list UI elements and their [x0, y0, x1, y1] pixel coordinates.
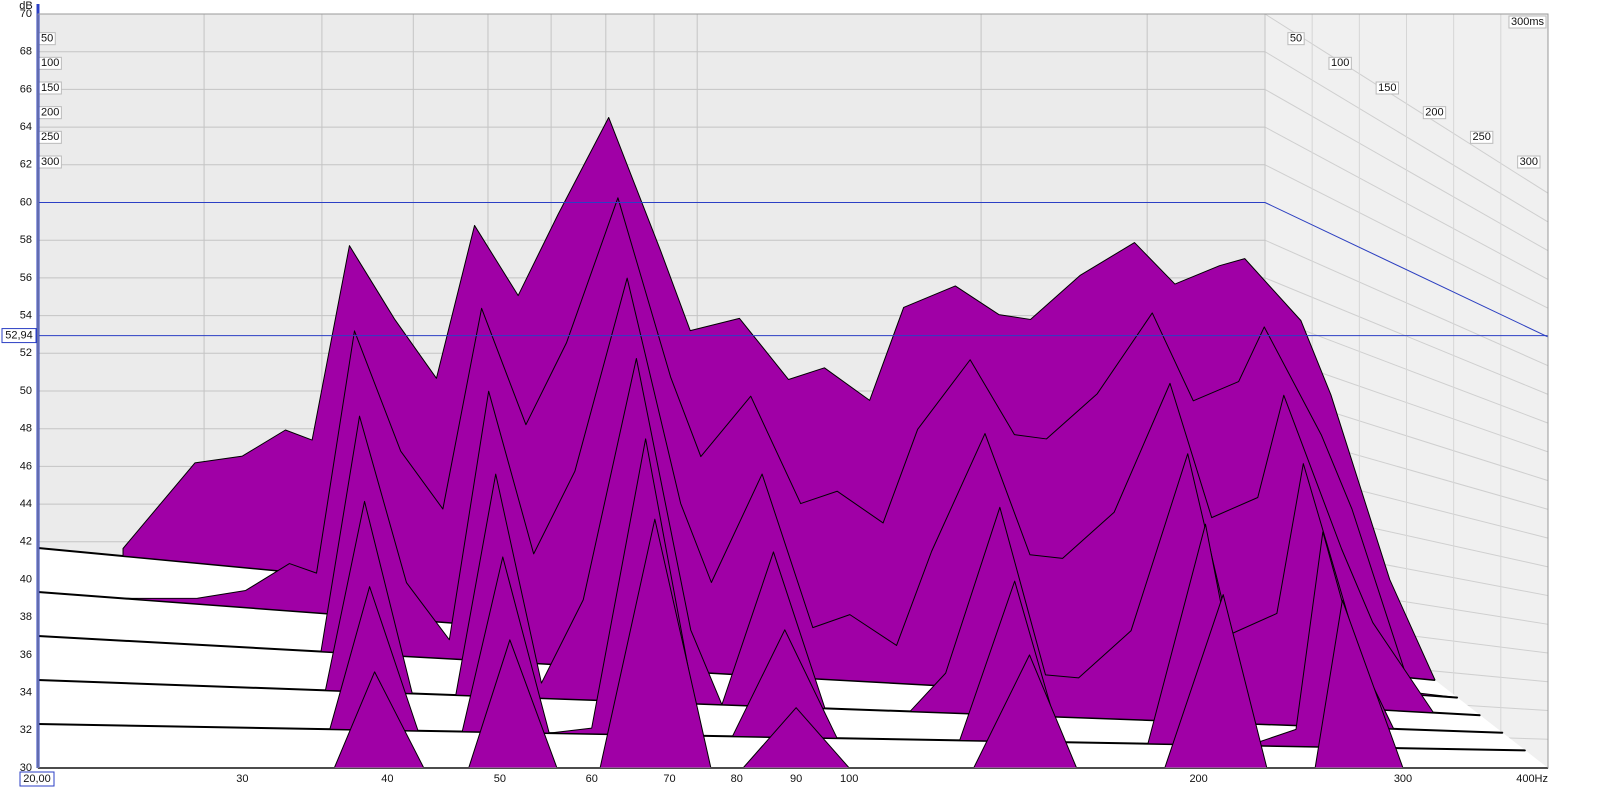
y-tick-label: 32: [20, 724, 32, 736]
time-tick-box: [1508, 15, 1547, 29]
y-tick-label: 50: [20, 385, 32, 397]
x-tick-label: 200: [1189, 773, 1207, 785]
time-tick-label: 200: [41, 107, 59, 119]
y-axis-label: dB: [19, 0, 32, 12]
x-tick-label: 90: [790, 773, 802, 785]
x-tick-label: 40: [381, 773, 393, 785]
y-tick-label: 40: [20, 573, 32, 585]
time-tick-label: 250: [1472, 131, 1490, 143]
time-tick-label: 150: [41, 82, 59, 94]
time-tick-label: 100: [1331, 57, 1349, 69]
time-tick-box: [1287, 32, 1305, 46]
y-tick-label: 58: [20, 234, 32, 246]
time-tick: 100: [38, 56, 62, 70]
slice: [126, 357, 1504, 734]
x-tick-label: 300: [1394, 773, 1412, 785]
y-tick-label: 52: [20, 347, 32, 359]
x-tick-label: 30: [236, 773, 248, 785]
reference-line: [38, 202, 1549, 338]
y-tick-label: 38: [20, 611, 32, 623]
time-tick: 300: [38, 155, 62, 169]
y-tick-label: 70: [20, 8, 32, 20]
y-tick-label: 64: [20, 121, 32, 133]
cursor-label-box: [19, 771, 55, 787]
time-tick-label: 300: [41, 156, 59, 168]
x-tick-label: 70: [663, 773, 675, 785]
plot-frame: [37, 13, 1549, 769]
time-tick-label: 200: [1425, 107, 1443, 119]
y-tick-label: 60: [20, 196, 32, 208]
y-tick-label: 42: [20, 536, 32, 548]
time-tick-label: 50: [1290, 33, 1302, 45]
time-tick: 250: [38, 130, 62, 144]
y-tick-label: 56: [20, 272, 32, 284]
time-tick-box: [1375, 81, 1399, 95]
time-tick: 300: [1517, 155, 1541, 169]
time-tick-box: [1422, 106, 1447, 120]
time-tick-box: [1328, 56, 1352, 70]
x-tick-label: 60: [586, 773, 598, 785]
cursor-y-label: 52,94: [5, 329, 33, 341]
y-tick-label: 62: [20, 159, 32, 171]
time-tick-label: 250: [41, 131, 59, 143]
x-tick-label: 400Hz: [1516, 773, 1548, 785]
y-tick-label: 44: [20, 498, 32, 510]
time-tick: 250: [1469, 130, 1494, 144]
time-tick-label: 300ms: [1511, 16, 1545, 28]
time-tick-label: 100: [41, 57, 59, 69]
y-tick-label: 34: [20, 687, 32, 699]
time-tick-label: 300: [1520, 156, 1538, 168]
time-tick-label: 50: [41, 33, 53, 45]
time-tick: 300ms: [1508, 15, 1547, 29]
slice: [128, 438, 1526, 751]
time-tick-box: [1469, 130, 1494, 144]
x-tick-label: 80: [731, 773, 743, 785]
time-tick-label: 150: [1378, 82, 1396, 94]
time-tick: 50: [38, 32, 56, 46]
y-tick-label: 48: [20, 423, 32, 435]
time-tick: 150: [38, 81, 62, 95]
y-tick-label: 30: [20, 762, 32, 774]
x-tick-label: 100: [840, 773, 858, 785]
y-tick-label: 46: [20, 460, 32, 472]
time-tick: 50: [1287, 32, 1305, 46]
y-tick-label: 66: [20, 83, 32, 95]
time-tick: 200: [38, 106, 62, 120]
time-tick: 200: [1422, 106, 1447, 120]
x-tick-label: 50: [494, 773, 506, 785]
time-tick: 100: [1328, 56, 1352, 70]
cursor-label-box: [1, 328, 37, 344]
cursor-x-label: 20,00: [23, 773, 51, 785]
y-tick-label: 54: [20, 310, 32, 322]
y-tick-label: 36: [20, 649, 32, 661]
time-tick: 150: [1375, 81, 1399, 95]
y-tick-label: 68: [20, 46, 32, 58]
time-tick-box: [1517, 155, 1541, 169]
